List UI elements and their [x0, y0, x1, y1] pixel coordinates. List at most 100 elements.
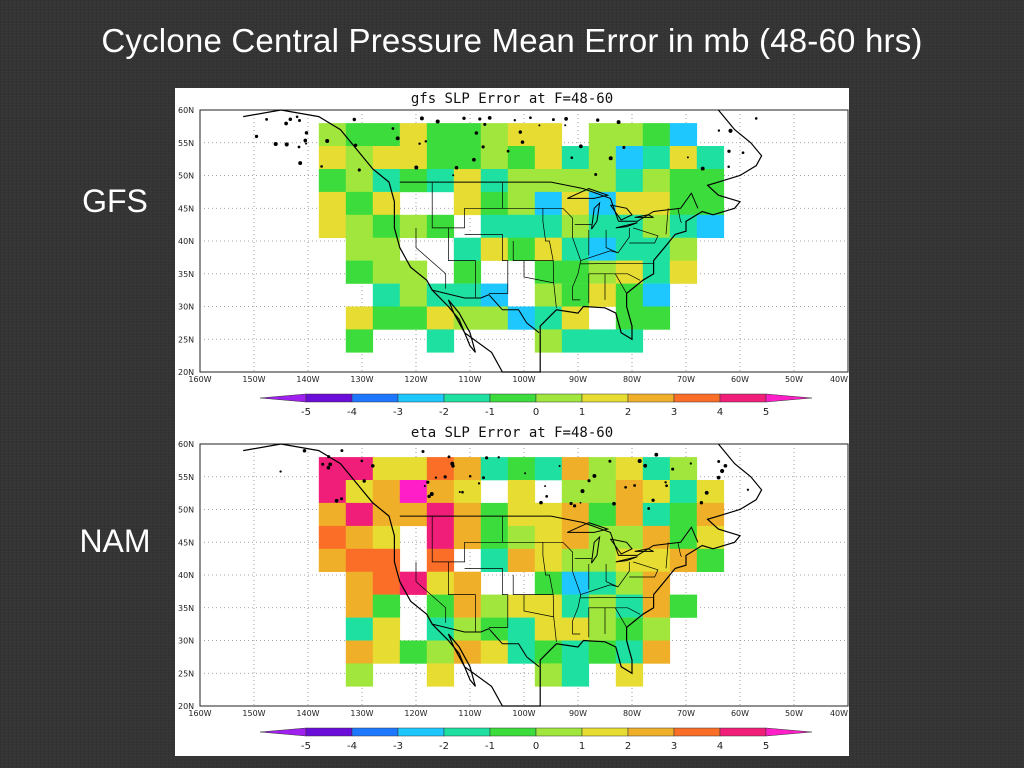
colorbar-segment	[351, 727, 399, 737]
colorbar-arrow-max	[765, 393, 813, 403]
state-border	[605, 273, 641, 281]
state-border	[588, 607, 606, 638]
error-cell	[507, 146, 536, 170]
island-mark	[671, 467, 675, 471]
error-cell	[642, 191, 671, 216]
colorbar-segment	[535, 393, 583, 403]
error-cell	[372, 146, 401, 170]
lat-tick-label: 60N	[178, 440, 194, 449]
island-mark	[434, 476, 438, 479]
error-cell	[399, 169, 428, 193]
error-cell	[399, 260, 428, 284]
lat-tick-label: 25N	[178, 335, 194, 344]
island-mark	[686, 156, 689, 159]
error-cell	[345, 214, 374, 238]
island-mark	[360, 459, 364, 463]
colorbar-segment	[305, 727, 353, 737]
error-cell	[696, 525, 725, 550]
island-mark	[454, 165, 459, 170]
error-cell	[507, 457, 536, 481]
error-cell	[642, 525, 671, 550]
error-cell	[372, 457, 401, 481]
error-cell	[615, 457, 644, 481]
great-lake-outline	[615, 556, 638, 563]
colorbar-tick-label: 3	[671, 741, 677, 752]
error-cell	[507, 169, 536, 193]
colorbar-tick-label: -4	[347, 741, 357, 752]
island-mark	[304, 131, 309, 135]
slide-title: Cyclone Central Pressure Mean Error in m…	[101, 22, 923, 59]
error-cell	[642, 306, 671, 330]
error-cell	[426, 594, 455, 618]
island-mark	[564, 124, 567, 127]
state-border	[431, 182, 503, 229]
error-cell	[588, 617, 617, 641]
error-cell	[615, 571, 644, 595]
error-cell	[561, 146, 590, 170]
island-mark	[558, 464, 561, 468]
island-mark	[391, 127, 395, 130]
state-border	[502, 207, 557, 308]
error-cell	[534, 123, 563, 147]
error-cell	[426, 457, 455, 481]
error-cell	[615, 214, 644, 238]
error-cell	[561, 283, 590, 307]
error-cell	[615, 260, 644, 284]
error-cell	[318, 191, 347, 216]
error-cell	[426, 525, 455, 550]
colorbar-tick-label: 4	[717, 741, 723, 752]
island-mark	[273, 141, 278, 147]
island-mark	[651, 498, 655, 502]
error-cell	[345, 571, 374, 595]
error-cell	[561, 169, 590, 193]
island-mark	[520, 140, 525, 144]
colorbar-tick-label: 2	[625, 741, 631, 752]
island-mark	[462, 116, 466, 121]
error-cell	[588, 502, 617, 527]
error-cell	[561, 502, 590, 527]
error-cell	[588, 146, 617, 170]
error-cell	[399, 214, 428, 238]
error-cell	[561, 663, 590, 687]
error-cell	[480, 237, 509, 261]
error-cell	[426, 663, 455, 687]
colorbar-tick-label: 1	[579, 741, 585, 752]
lon-tick-label: 50W	[785, 375, 803, 384]
error-cell	[615, 283, 644, 307]
lat-tick-label: 25N	[178, 669, 194, 678]
island-mark	[689, 462, 692, 465]
island-mark	[298, 161, 303, 166]
error-cell	[642, 480, 671, 504]
island-mark	[647, 507, 651, 510]
island-mark	[288, 117, 293, 121]
island-mark	[295, 115, 299, 119]
error-cell	[642, 640, 671, 664]
error-cell	[345, 146, 374, 170]
lat-tick-label: 40N	[178, 571, 194, 580]
island-mark	[728, 128, 733, 133]
lat-tick-label: 30N	[178, 303, 194, 312]
error-cell	[345, 640, 374, 664]
state-border	[464, 568, 509, 628]
country-border	[432, 289, 540, 334]
error-cell	[669, 146, 698, 170]
island-mark	[741, 151, 745, 155]
error-cell	[372, 260, 401, 284]
error-cell	[615, 329, 644, 353]
error-cell	[372, 548, 401, 572]
island-mark	[419, 116, 424, 121]
island-mark	[327, 455, 331, 459]
error-cell	[696, 502, 725, 527]
error-cell	[615, 502, 644, 527]
island-mark	[518, 130, 522, 134]
state-border	[588, 273, 606, 304]
island-mark	[468, 474, 472, 478]
island-mark	[612, 501, 616, 506]
island-mark	[720, 468, 725, 474]
error-cell	[642, 617, 671, 641]
lat-tick-label: 20N	[178, 368, 194, 377]
colorbar-segment	[397, 727, 445, 737]
error-cell	[669, 123, 698, 147]
error-cell	[534, 283, 563, 307]
island-mark	[421, 449, 425, 454]
